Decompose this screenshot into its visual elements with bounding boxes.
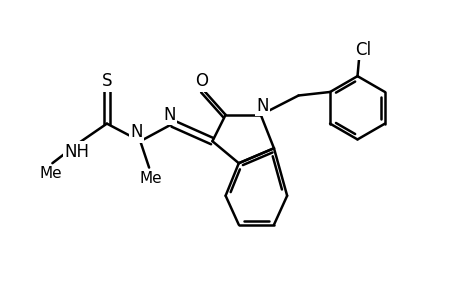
Text: N: N: [163, 106, 175, 124]
Text: Me: Me: [139, 171, 162, 186]
Text: Me: Me: [39, 166, 62, 181]
Text: Cl: Cl: [354, 41, 370, 59]
Text: N: N: [256, 97, 268, 115]
Text: O: O: [195, 72, 208, 90]
Text: NH: NH: [64, 143, 90, 161]
Text: S: S: [101, 72, 112, 90]
Text: N: N: [130, 123, 143, 141]
